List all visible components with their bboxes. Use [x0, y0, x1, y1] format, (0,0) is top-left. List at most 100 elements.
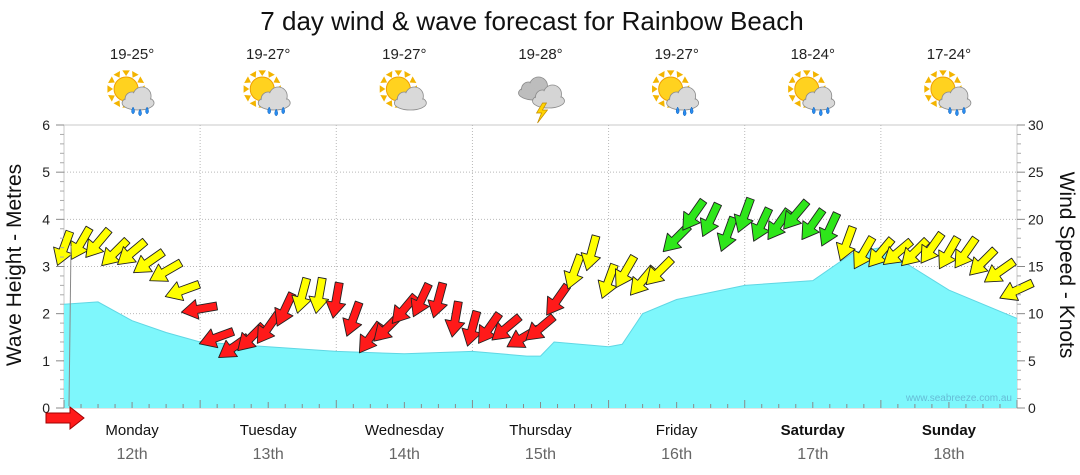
now-line: [68, 245, 72, 407]
lightning-icon: [535, 102, 549, 124]
wind-arrow-icon: [983, 257, 1017, 283]
storm-cloud-icon: [518, 76, 565, 124]
cloud-icon: [666, 86, 700, 111]
left-tick-label: 2: [42, 306, 50, 322]
rain-drops-icon: [131, 106, 149, 117]
wind-arrow-icon: [198, 327, 235, 349]
right-tick-label: 20: [1028, 211, 1044, 227]
day-date: 16th: [661, 446, 692, 463]
cloud-icon: [938, 86, 972, 111]
day-date: 12th: [117, 446, 148, 463]
wind-arrow-icon: [85, 226, 113, 258]
left-tick-label: 0: [42, 400, 50, 416]
wind-arrow-icon: [525, 313, 557, 341]
wind-arrow-icon: [645, 255, 675, 286]
left-tick-label: 5: [42, 164, 50, 180]
wind-arrow-icon: [563, 253, 585, 290]
right-tick-label: 30: [1028, 117, 1044, 133]
sun-cloud-showers-icon: [652, 70, 700, 117]
watermark: www.seabreeze.com.au: [905, 393, 1012, 404]
day-name: Thursday: [509, 422, 572, 439]
sun-cloud-showers-icon: [107, 70, 155, 117]
left-axis-label: Wave Height - Metres: [3, 164, 26, 366]
wind-arrow-icon: [133, 248, 166, 274]
day-name: Saturday: [781, 422, 846, 439]
left-tick-label: 1: [42, 353, 50, 369]
wind-arrow-icon: [920, 230, 946, 264]
right-tick-label: 5: [1028, 353, 1036, 369]
right-tick-label: 10: [1028, 306, 1044, 322]
day-name: Sunday: [922, 422, 977, 439]
day-date: 14th: [389, 446, 420, 463]
day-temperature: 19-27°: [654, 46, 698, 63]
day-date: 13th: [253, 446, 284, 463]
day-temperature: 19-27°: [382, 46, 426, 63]
wind-arrow-icon: [325, 281, 347, 319]
wind-arrows: [53, 196, 1035, 359]
wind-arrow-icon: [164, 280, 201, 301]
cloud-icon: [393, 86, 427, 111]
cloud-icon: [257, 86, 291, 111]
right-tick-label: 15: [1028, 259, 1044, 275]
wind-arrow-icon: [180, 299, 218, 320]
day-name: Wednesday: [365, 422, 444, 439]
minor-ticks: [63, 400, 1018, 408]
wind-arrow-icon: [969, 246, 999, 276]
day-temperature: 18-24°: [791, 46, 835, 63]
cloud-icon: [121, 86, 155, 111]
wind-arrow-icon: [819, 211, 842, 247]
day-date: 18th: [933, 446, 964, 463]
wind-arrow-icon: [835, 225, 857, 262]
day-header: 19-25° 19-27° 19-27° 19-28° 19-27° 18-24° 17-2…: [107, 46, 972, 124]
wind-arrow-icon: [801, 207, 827, 241]
wave-height-outline: [63, 247, 1018, 357]
chart-title: 7 day wind & wave forecast for Rainbow B…: [260, 6, 803, 36]
wind-arrow-icon: [117, 237, 149, 265]
sun-cloud-icon: [379, 70, 427, 111]
wave-height-area: [64, 247, 1017, 408]
left-tick-label: 6: [42, 117, 50, 133]
day-date: 17th: [797, 446, 828, 463]
wind-arrow-icon: [954, 235, 980, 269]
day-temperature: 19-27°: [246, 46, 290, 63]
rain-drops-icon: [948, 106, 966, 117]
sun-cloud-showers-icon: [924, 70, 972, 117]
wind-arrow-icon: [699, 201, 722, 237]
day-name: Tuesday: [240, 422, 297, 439]
day-date: 15th: [525, 446, 556, 463]
day-name: Friday: [656, 422, 698, 439]
wind-arrow-icon: [783, 198, 811, 230]
left-tick-label: 3: [42, 259, 50, 275]
wind-arrow-icon: [342, 300, 364, 337]
wind-arrow-icon: [580, 234, 601, 272]
wind-arrow-icon: [274, 291, 297, 327]
rain-drops-icon: [675, 106, 694, 117]
wind-arrow-icon: [999, 278, 1035, 301]
wind-arrow-icon: [427, 281, 448, 319]
now-marker: [45, 245, 85, 431]
cloud-icon: [802, 86, 836, 111]
wind-arrow-icon: [682, 197, 708, 231]
right-tick-label: 25: [1028, 164, 1044, 180]
rain-drops-icon: [267, 106, 285, 117]
sun-cloud-showers-icon: [788, 70, 836, 117]
wind-arrow-icon: [733, 196, 755, 233]
left-axis-ticks: 0 1 2 3 4 5 6: [42, 117, 64, 416]
plot-area: [53, 124, 1035, 409]
left-tick-label: 4: [42, 211, 50, 227]
day-temperature: 19-25°: [110, 46, 154, 63]
cloud-icon: [532, 84, 565, 109]
wind-arrow-icon: [614, 254, 639, 289]
wind-arrow-icon: [444, 300, 466, 338]
day-labels: Monday 12th Tuesday 13th Wednesday 14th Thursd…: [105, 422, 976, 463]
sun-cloud-showers-icon: [243, 70, 291, 117]
wind-arrow-icon: [149, 258, 184, 282]
right-axis-label: Wind Speed - Knots: [1055, 172, 1078, 359]
wind-arrow-icon: [882, 237, 914, 265]
right-axis-ticks: 0 5 10 15 20 25 30: [1017, 117, 1044, 416]
day-temperature: 19-28°: [518, 46, 562, 63]
wind-arrow-icon: [308, 276, 330, 314]
now-arrow-icon: [45, 405, 85, 431]
right-tick-label: 0: [1028, 400, 1036, 416]
